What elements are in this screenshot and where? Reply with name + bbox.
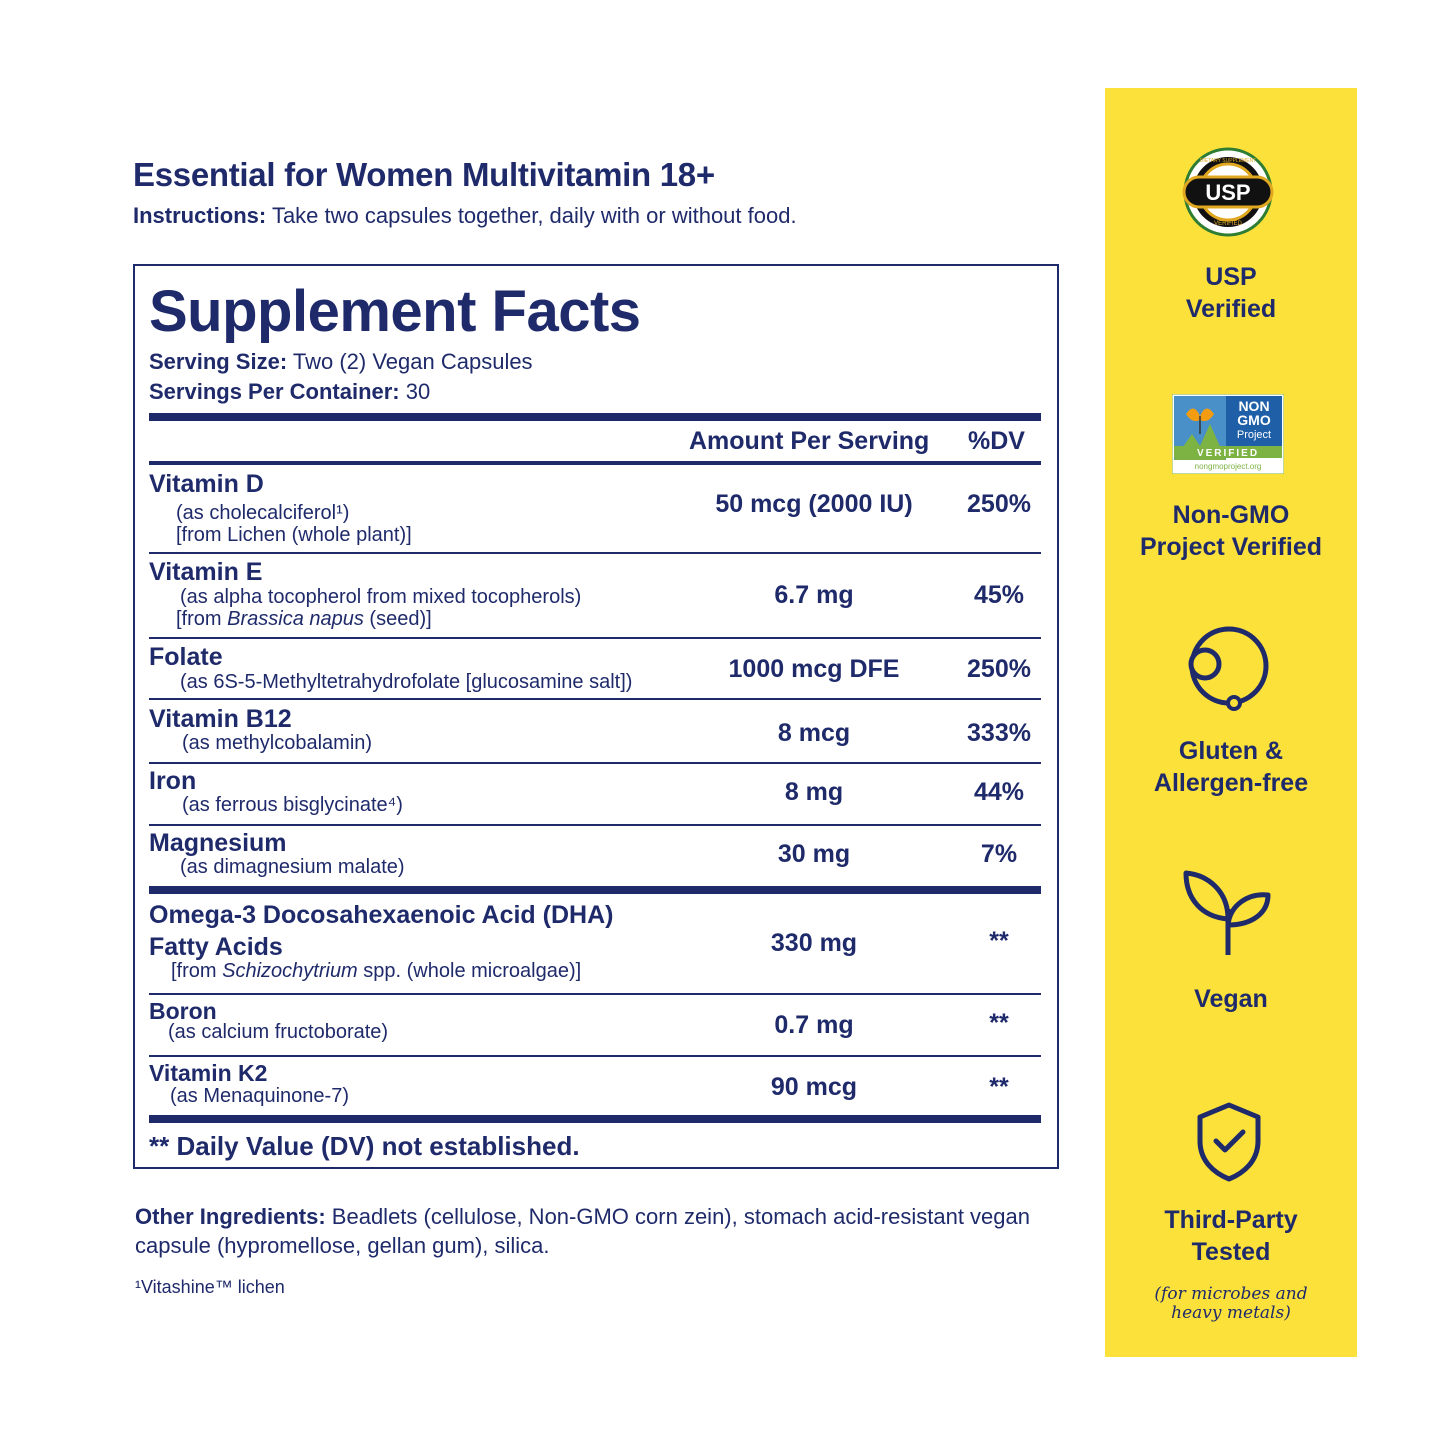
nutrient-name: Vitamin B12 xyxy=(149,705,292,733)
column-header-dv: %DV xyxy=(968,427,1025,455)
amount-per-serving: 50 mcg (2000 IU) xyxy=(715,490,913,518)
nutrient-name-line2: Fatty Acids xyxy=(149,933,283,961)
badge-gluten-label: Gluten & Allergen-free xyxy=(1153,737,1309,797)
shield-check-icon xyxy=(1194,1101,1264,1188)
badge-vegan-label: Vegan xyxy=(1194,985,1268,1013)
badge-tested-label: Third-Party Tested xyxy=(1164,1206,1298,1266)
daily-value: 7% xyxy=(980,840,1018,868)
nutrient-source: (as 6S-5-Methyltetrahydrofolate [glucosa… xyxy=(180,671,633,693)
thick-divider xyxy=(149,886,1041,894)
row-divider xyxy=(149,637,1041,639)
daily-value: ** xyxy=(989,927,1009,955)
serving-size-value: Two (2) Vegan Capsules xyxy=(287,349,533,374)
serving-size-label: Serving Size: xyxy=(149,349,288,374)
instructions: Instructions: Take two capsules together… xyxy=(133,203,797,229)
nutrient-source-detail: [from Lichen (whole plant)] xyxy=(176,524,412,546)
svg-text:GMO: GMO xyxy=(1237,412,1271,428)
nutrient-source: (as alpha tocopherol from mixed tocopher… xyxy=(180,586,582,608)
svg-text:NON: NON xyxy=(1238,398,1269,414)
nutrient-name: Omega-3 Docosahexaenoic Acid (DHA) xyxy=(149,901,614,929)
daily-value: 250% xyxy=(967,490,1031,518)
thick-divider xyxy=(149,413,1041,421)
nutrient-name: Magnesium xyxy=(149,829,287,857)
row-divider xyxy=(149,552,1041,554)
instructions-label: Instructions: xyxy=(133,203,267,228)
amount-per-serving: 0.7 mg xyxy=(774,1011,854,1039)
other-ingredients-label: Other Ingredients: xyxy=(135,1204,326,1229)
amount-per-serving: 330 mg xyxy=(770,929,858,957)
product-title: Essential for Women Multivitamin 18+ xyxy=(133,156,715,193)
nutrient-name: Vitamin K2 xyxy=(149,1060,268,1086)
nutrient-source: (as dimagnesium malate) xyxy=(180,856,405,878)
amount-per-serving: 30 mg xyxy=(777,840,851,868)
footnote-vitashine: ¹Vitashine™ lichen xyxy=(135,1277,285,1297)
nutrient-source-detail: [from Brassica napus (seed)] xyxy=(176,608,432,630)
amount-per-serving: 6.7 mg xyxy=(774,581,854,609)
other-ingredients-text: Beadlets (cellulose, Non-GMO corn zein),… xyxy=(135,1204,1030,1258)
header-divider xyxy=(149,461,1041,465)
non-gmo-logo-icon: NON GMO Project VERIFIED nongmoproject.o… xyxy=(1171,393,1285,479)
supplement-facts-heading: Supplement Facts xyxy=(149,279,641,344)
column-header-amount: Amount Per Serving xyxy=(689,427,930,455)
gluten-free-icon xyxy=(1183,624,1273,719)
badge-usp-label: USP Verified xyxy=(1185,263,1277,323)
dv-not-established-note: ** Daily Value (DV) not established. xyxy=(149,1131,580,1161)
badge-nongmo-label: Non-GMO Project Verified xyxy=(1139,501,1323,561)
nutrient-source: (as Menaquinone-7) xyxy=(170,1085,349,1107)
sprout-icon xyxy=(1182,869,1274,962)
amount-per-serving: 8 mg xyxy=(784,778,844,806)
servings-per-container: Servings Per Container: 30 xyxy=(149,379,430,405)
row-divider xyxy=(149,824,1041,826)
daily-value: 250% xyxy=(967,655,1031,683)
svg-text:VERIFIED: VERIFIED xyxy=(1214,221,1242,227)
svg-text:Project: Project xyxy=(1237,429,1271,441)
supplement-facts-panel xyxy=(133,264,1059,1169)
amount-per-serving: 90 mcg xyxy=(770,1073,858,1101)
daily-value: ** xyxy=(989,1009,1009,1037)
daily-value: 333% xyxy=(967,719,1031,747)
nutrient-source: (as methylcobalamin) xyxy=(182,732,373,754)
servings-value: 30 xyxy=(399,379,431,404)
amount-per-serving: 8 mcg xyxy=(777,719,851,747)
nutrient-name: Vitamin E xyxy=(149,558,263,586)
nutrient-name: Folate xyxy=(149,643,223,671)
nutrient-name: Iron xyxy=(149,767,197,795)
nutrient-name: Vitamin D xyxy=(149,470,264,498)
row-divider xyxy=(149,762,1041,764)
usp-seal-icon: USP DIETARY SUPPLEMENT VERIFIED xyxy=(1180,147,1276,242)
instructions-text: Take two capsules together, daily with o… xyxy=(266,203,797,228)
row-divider xyxy=(149,698,1041,700)
badge-tested-note: (for microbes and heavy metals) xyxy=(1154,1284,1308,1323)
nutrient-name: Boron xyxy=(149,998,217,1024)
row-divider xyxy=(149,993,1041,995)
servings-label: Servings Per Container: xyxy=(149,379,400,404)
thick-divider xyxy=(149,1115,1041,1123)
serving-size: Serving Size: Two (2) Vegan Capsules xyxy=(149,349,533,375)
svg-text:nongmoproject.org: nongmoproject.org xyxy=(1195,462,1262,471)
svg-text:VERIFIED: VERIFIED xyxy=(1197,448,1259,459)
nutrient-source: (as cholecalciferol¹) xyxy=(176,502,350,524)
row-divider xyxy=(149,1055,1041,1057)
other-ingredients: Other Ingredients: Beadlets (cellulose, … xyxy=(135,1202,1065,1260)
nutrient-source: (as calcium fructoborate) xyxy=(168,1021,389,1043)
svg-text:DIETARY SUPPLEMENT: DIETARY SUPPLEMENT xyxy=(1200,158,1256,164)
daily-value: 45% xyxy=(973,581,1025,609)
amount-per-serving: 1000 mcg DFE xyxy=(728,655,900,683)
daily-value: ** xyxy=(989,1073,1009,1101)
nutrient-source: (as ferrous bisglycinate⁴) xyxy=(182,794,403,816)
nutrient-source: [from Schizochytrium spp. (whole microal… xyxy=(171,960,582,982)
daily-value: 44% xyxy=(973,778,1025,806)
svg-text:USP: USP xyxy=(1205,180,1250,205)
